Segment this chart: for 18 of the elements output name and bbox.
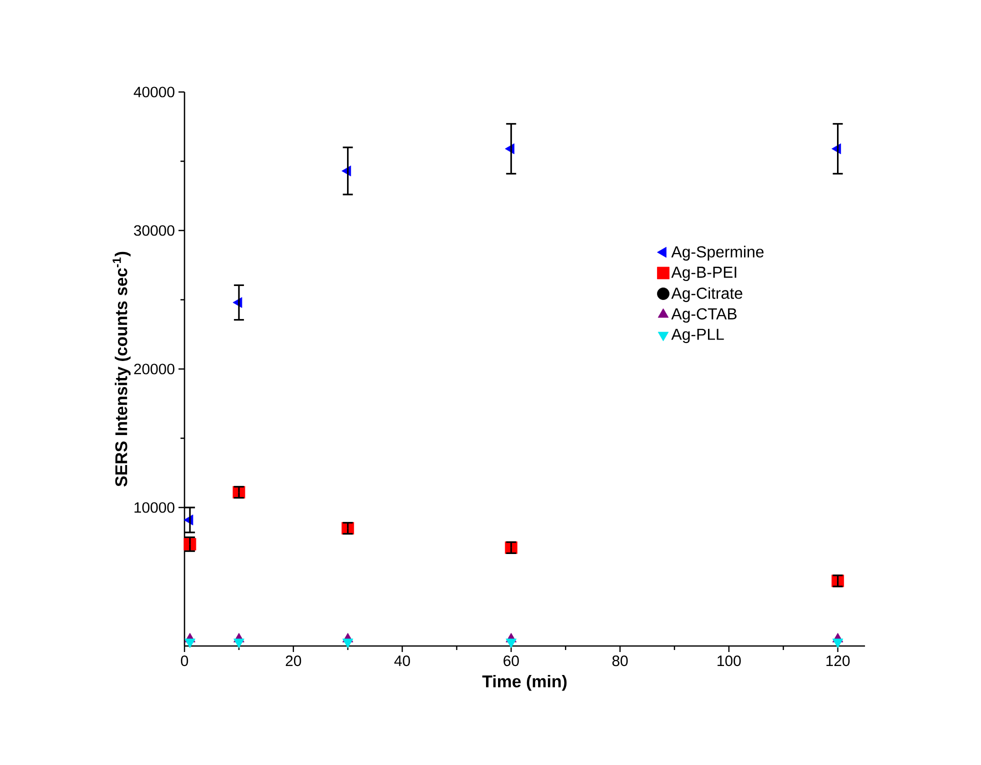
x-axis-title: Time (min) — [482, 674, 567, 691]
x-tick-label: 0 — [180, 656, 188, 666]
x-tick-label: 20 — [286, 656, 302, 666]
y-axis-title: SERS Intensity (counts sec$^{-1}$) — [112, 252, 131, 486]
y-tick-label: 40000 — [134, 86, 174, 98]
legend-label: Ag-PLL — [671, 328, 724, 344]
x-tick-label: 120 — [826, 656, 850, 666]
legend-label: Ag-Citrate — [671, 287, 742, 302]
x-tick-label: 40 — [394, 656, 410, 666]
x-tick-label: 100 — [718, 656, 741, 666]
x-tick-label: 80 — [612, 656, 628, 666]
y-tick-label: 20000 — [134, 364, 174, 374]
legend-label: Ag-B-PEI — [671, 266, 736, 282]
y-tick-label: 30000 — [134, 225, 174, 236]
legend-label: Ag-Spermine — [671, 246, 764, 261]
legend-label: Ag-CTAB — [671, 308, 737, 323]
x-tick-label: 60 — [504, 656, 519, 666]
y-tick-label: 10000 — [134, 502, 174, 513]
